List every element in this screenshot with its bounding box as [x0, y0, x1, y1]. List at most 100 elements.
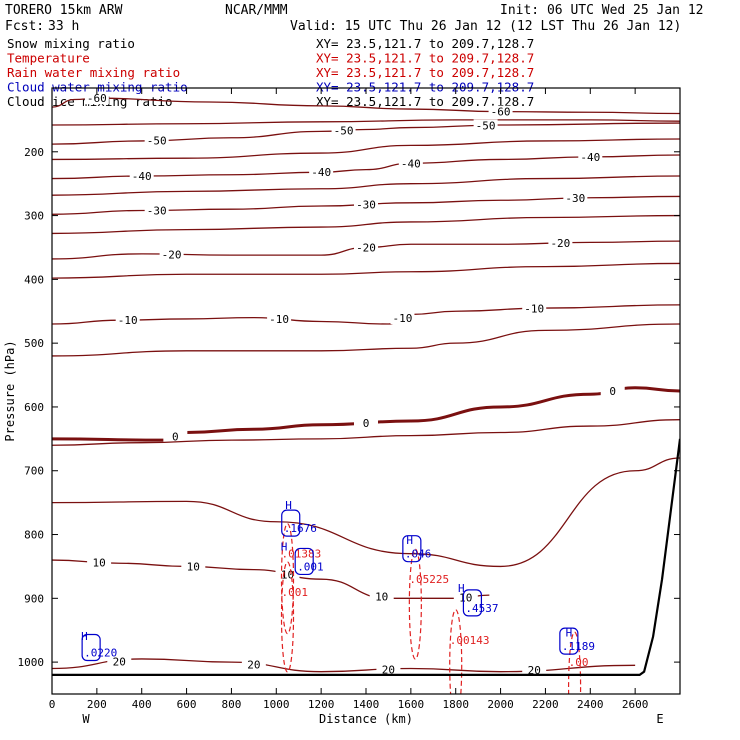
x-tick-label: 2000 [487, 698, 514, 711]
x-tick-label: 1200 [308, 698, 335, 711]
contour-label: -50 [334, 124, 354, 137]
x-axis-label: Distance (km) [319, 712, 413, 726]
contour-label: 10 [459, 591, 472, 604]
temperature-contour [52, 138, 680, 161]
y-tick-label: 700 [24, 465, 44, 478]
cloud-water-label: .1676 [284, 522, 317, 535]
x-tick-label: 1000 [263, 698, 290, 711]
x-tick-label: 800 [221, 698, 241, 711]
rain-contour [280, 561, 295, 673]
x-tick-label: 2200 [532, 698, 559, 711]
contour-label: 0 [363, 417, 370, 430]
rain-contour [567, 631, 582, 694]
contour-label-bg [87, 556, 112, 569]
contour-label-bg [453, 591, 478, 604]
rain-label: .001 [282, 586, 309, 599]
west-label: W [82, 712, 90, 726]
contour-label-bg [144, 134, 169, 147]
y-tick-label: 800 [24, 529, 44, 542]
legend-label: Snow mixing ratio [7, 36, 135, 51]
terrain-line [52, 438, 680, 676]
init-time: Init: 06 UTC Wed 25 Jan 12 [500, 3, 704, 18]
cloud-water-contour [294, 547, 314, 576]
cloud-water-label: .0220 [84, 647, 117, 660]
y-tick-label: 900 [24, 592, 44, 605]
high-marker: H [285, 499, 292, 512]
temperature-contour [52, 323, 680, 357]
cloud-water-contour [462, 589, 483, 617]
contour-label: 10 [187, 561, 200, 574]
cloud-water-contour [281, 509, 301, 537]
fcst-label: Fcst: [5, 19, 44, 34]
east-label: E [656, 712, 663, 726]
contour-label-bg [107, 655, 132, 668]
temperature-contour [52, 386, 680, 442]
contour-label: -20 [550, 237, 570, 250]
rain-contour [408, 548, 422, 660]
contour-label-bg [473, 119, 498, 132]
contour-label: 20 [113, 655, 126, 668]
high-marker: H [458, 582, 465, 595]
contour-label-bg [600, 385, 625, 397]
rain-contour [280, 523, 295, 635]
legend-label: Rain water mixing ratio [7, 65, 180, 80]
high-marker: H [281, 540, 288, 553]
y-tick-label: 200 [24, 146, 44, 159]
legend-xy: XY= 23.5,121.7 to 209.7,128.7 [316, 65, 534, 80]
contour-label: -60 [491, 106, 511, 119]
contour-label: -10 [118, 314, 138, 327]
contour-label: -40 [580, 151, 600, 164]
contour-label: 10 [92, 556, 105, 569]
contour-label-bg [181, 560, 206, 573]
contour-label-bg [488, 105, 513, 118]
legend-xy: XY= 23.5,121.7 to 209.7,128.7 [316, 51, 534, 66]
contour-label-bg [354, 241, 378, 254]
cloud-water-contour [559, 627, 579, 655]
contour-label-bg [354, 198, 378, 211]
cloud-water-contour [81, 633, 101, 662]
x-tick-label: 2600 [622, 698, 649, 711]
contour-label: -50 [476, 119, 496, 132]
contour-label: -10 [524, 302, 544, 315]
legend-xy-top: XY= 23.5,121.7 to 209.7,128.7 [316, 36, 534, 51]
cloud-water-label: .4537 [465, 602, 498, 615]
contour-label-bg [144, 204, 169, 217]
temperature-contour [52, 154, 680, 180]
y-tick-label: 400 [24, 273, 44, 286]
legend-xy: XY= 23.5,121.7 to 209.7,128.7 [316, 94, 534, 109]
y-axis-label: Pressure (hPa) [3, 340, 17, 441]
contour-label: -10 [393, 312, 413, 325]
x-tick-label: 1600 [398, 698, 425, 711]
contour-label-bg [159, 248, 184, 261]
y-tick-label: 300 [24, 210, 44, 223]
temperature-contour [52, 119, 680, 126]
rain-label: .00143 [450, 634, 490, 647]
contour-label: -20 [356, 241, 376, 254]
contour-label-bg [115, 314, 140, 327]
contour-label-bg [267, 313, 292, 326]
temperature-contour [52, 304, 680, 325]
legend-xy: XY= 23.5,121.7 to 209.7,128.7 [316, 80, 534, 95]
contour-label: -40 [311, 166, 331, 179]
contour-label-bg [390, 312, 415, 325]
contour-label-bg [84, 92, 109, 105]
valid-time: Valid: 15 UTC Thu 26 Jan 12 (12 LST Thu … [290, 19, 681, 34]
legend-label: Temperature [7, 51, 90, 66]
temperature-contour [52, 214, 680, 235]
contour-label-bg [563, 192, 588, 205]
contour-label-bg [354, 416, 378, 429]
temperature-contour [52, 419, 680, 446]
x-tick-label: 200 [87, 698, 107, 711]
rain-label: .05225 [409, 573, 449, 586]
x-tick-label: 0 [49, 698, 56, 711]
contour-label: 10 [375, 590, 388, 603]
contour-label-bg [578, 150, 603, 163]
contour-label-bg [331, 124, 356, 137]
contour-label-bg [163, 430, 188, 443]
contour-label-bg [398, 157, 423, 170]
contour-label-bg [129, 170, 154, 183]
rain-contour [449, 609, 463, 694]
cloud-water-contour [402, 535, 422, 563]
rain-label: .01383 [282, 548, 322, 561]
